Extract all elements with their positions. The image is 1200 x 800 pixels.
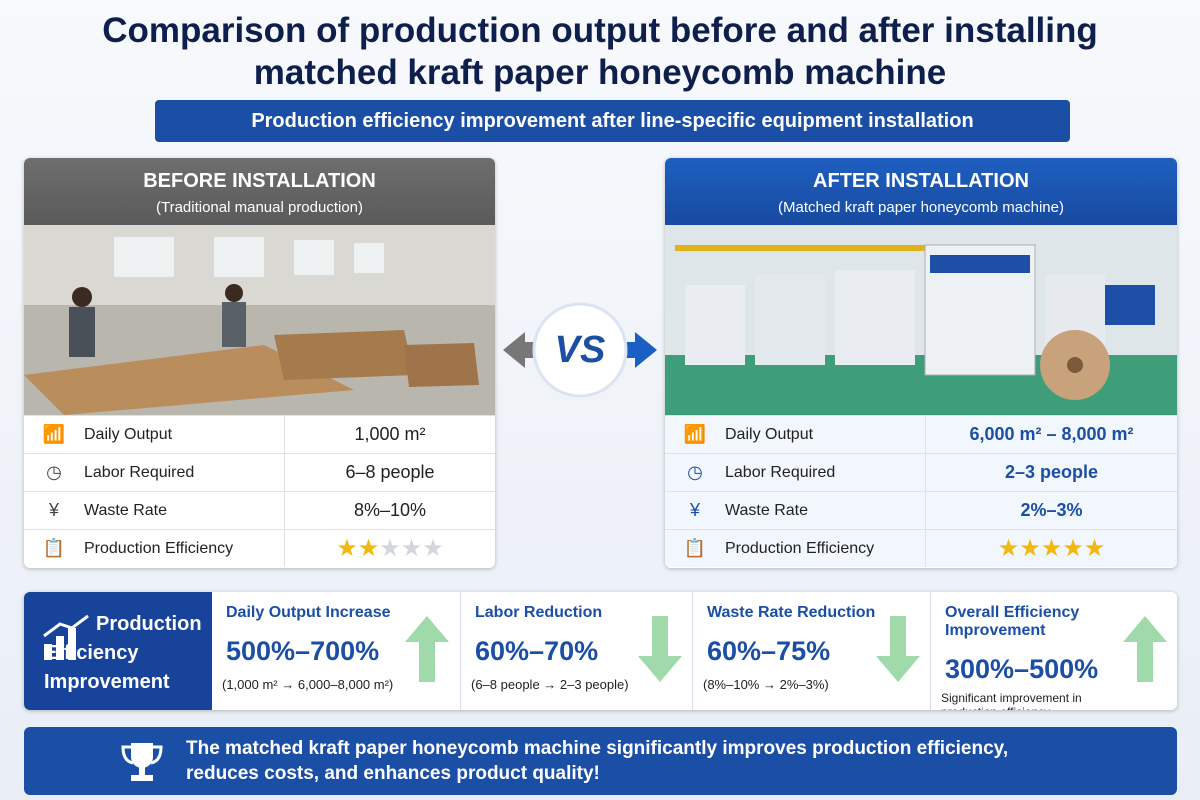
row-icon: 📶 <box>42 424 66 444</box>
panel-subtitle: (Traditional manual production) <box>155 199 364 216</box>
machine-photo <box>665 225 1177 415</box>
trend-arrow <box>1123 616 1167 682</box>
after-panel: AFTER INSTALLATION (Matched kraft paper … <box>665 158 1177 568</box>
star-filled: ★ <box>1040 535 1063 562</box>
row-icon: ¥ <box>689 500 700 520</box>
title: Comparison of production output before a… <box>102 11 1098 92</box>
summary-heading: Production Efficiency Improvement <box>44 613 202 693</box>
row-value: 6–8 people <box>345 462 435 482</box>
item-detail: (8%–10% → 2%–3%) <box>703 677 829 692</box>
summary-item: Overall Efficiency Improvement 300%–500% S… <box>930 592 1177 710</box>
panel-subtitle: (Matched kraft paper honeycomb machine) <box>778 199 1064 216</box>
row-label: Labor Required <box>725 454 926 491</box>
summary-box: Production Efficiency Improvement Daily … <box>24 592 1177 710</box>
table-row: ¥ Waste Rate 8%–10% <box>24 491 495 529</box>
table-row: ¥ Waste Rate 2%–3% <box>665 491 1177 529</box>
row-label: Labor Required <box>84 454 285 491</box>
subtitle-banner: Production efficiency improvement after … <box>155 100 1070 142</box>
before-table: 📶 Daily Output 1,000 m² ◷ Labor Required 6–8 … <box>24 415 495 567</box>
summary-heading-box: Production Efficiency Improvement <box>24 592 212 710</box>
star-empty: ★ <box>422 535 444 562</box>
row-icon: ◷ <box>46 462 62 482</box>
row-value: 1,000 m² <box>354 424 426 444</box>
panel-header: AFTER INSTALLATION (Matched kraft paper … <box>665 158 1177 225</box>
item-value: 60%–70% <box>475 636 599 666</box>
item-detail: (6–8 people → 2–3 people) <box>471 677 629 692</box>
star-filled: ★ <box>1083 535 1106 562</box>
row-value: 8%–10% <box>353 500 427 520</box>
row-label: Production Efficiency <box>725 530 926 567</box>
item-label: Waste Rate Reduction <box>707 604 876 621</box>
chart-icon <box>43 614 89 660</box>
star-empty: ★ <box>400 535 423 562</box>
item-label: Overall Efficiency Improvement <box>945 604 1080 639</box>
star-rating: ★★★★★ <box>285 534 495 563</box>
row-label: Waste Rate <box>725 492 926 529</box>
star-filled: ★ <box>1019 535 1041 562</box>
trophy-icon <box>121 743 163 781</box>
star-rating: ★★★★★ <box>926 534 1177 563</box>
trend-arrow <box>405 616 449 682</box>
table-row: 📋 Production Efficiency ★★★★★ <box>24 529 495 567</box>
row-label: Waste Rate <box>84 492 285 529</box>
star-filled: ★ <box>1062 535 1084 562</box>
row-icon: 📶 <box>683 424 707 444</box>
footer-text: The matched kraft paper honeycomb machin… <box>186 738 1009 784</box>
table-row: ◷ Labor Required 6–8 people <box>24 453 495 491</box>
star-filled: ★ <box>336 535 358 562</box>
vs-badge: VS <box>503 302 657 398</box>
item-label: Labor Reduction <box>475 604 603 621</box>
summary-item: Waste Rate Reduction 60%–75% (8%–10% → 2%–… <box>692 592 931 710</box>
row-value: 2–3 people <box>1004 462 1099 482</box>
star-filled: ★ <box>357 535 380 562</box>
vs-text: VS <box>555 329 606 371</box>
panel-header: BEFORE INSTALLATION (Traditional manual … <box>24 158 495 225</box>
trend-arrow <box>876 616 920 682</box>
factory-photo <box>24 225 495 415</box>
table-row: 📶 Daily Output 1,000 m² <box>24 415 495 453</box>
row-value: 6,000 m² – 8,000 m² <box>969 424 1134 444</box>
star-empty: ★ <box>379 535 401 562</box>
table-row: 📶 Daily Output 6,000 m² – 8,000 m² <box>665 415 1177 453</box>
item-value: 500%–700% <box>226 636 380 666</box>
item-detail: Significant improvement in production ef… <box>941 691 1082 710</box>
footer-banner: The matched kraft paper honeycomb machin… <box>24 727 1177 795</box>
summary-item: Labor Reduction 60%–70% (6–8 people → 2–3 … <box>460 592 693 710</box>
row-icon: 📋 <box>683 538 707 558</box>
panel-title: BEFORE INSTALLATION <box>143 170 376 192</box>
summary-item: Daily Output Increase 500%–700% (1,000 m² … <box>212 592 460 710</box>
item-value: 60%–75% <box>707 636 831 666</box>
row-label: Production Efficiency <box>84 530 285 567</box>
row-icon: 📋 <box>42 538 66 558</box>
after-table: 📶 Daily Output 6,000 m² – 8,000 m² ◷ Labor R… <box>665 415 1177 567</box>
row-label: Daily Output <box>84 416 285 453</box>
table-row: ◷ Labor Required 2–3 people <box>665 453 1177 491</box>
trend-arrow <box>638 616 682 682</box>
panel-title: AFTER INSTALLATION <box>813 170 1029 192</box>
row-value: 2%–3% <box>1020 500 1083 520</box>
row-icon: ◷ <box>687 462 703 482</box>
item-label: Daily Output Increase <box>226 604 391 621</box>
before-panel: BEFORE INSTALLATION (Traditional manual … <box>24 158 495 568</box>
table-row: 📋 Production Efficiency ★★★★★ <box>665 529 1177 567</box>
star-filled: ★ <box>997 535 1020 562</box>
row-label: Daily Output <box>725 416 926 453</box>
row-icon: ¥ <box>48 500 59 520</box>
item-detail: (1,000 m² → 6,000–8,000 m²) <box>222 677 394 692</box>
item-value: 300%–500% <box>945 654 1099 684</box>
